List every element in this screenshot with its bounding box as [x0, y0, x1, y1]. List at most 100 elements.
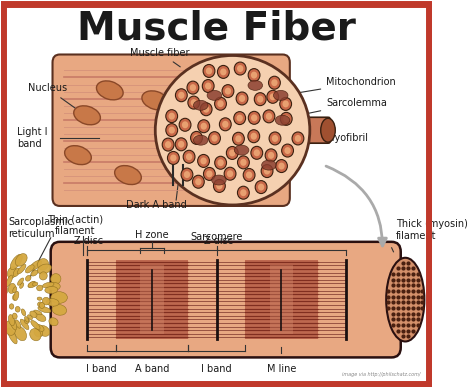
- Ellipse shape: [17, 264, 26, 274]
- Text: Thick (myosin)
filament: Thick (myosin) filament: [396, 219, 468, 241]
- Ellipse shape: [182, 121, 188, 128]
- Ellipse shape: [43, 282, 54, 288]
- Ellipse shape: [215, 97, 227, 110]
- Ellipse shape: [269, 132, 281, 145]
- Ellipse shape: [46, 299, 59, 306]
- Ellipse shape: [248, 69, 260, 81]
- Ellipse shape: [218, 66, 229, 78]
- Ellipse shape: [216, 182, 223, 189]
- Ellipse shape: [209, 132, 220, 145]
- Ellipse shape: [37, 302, 43, 307]
- Ellipse shape: [234, 145, 249, 155]
- Ellipse shape: [220, 68, 227, 75]
- Ellipse shape: [248, 80, 263, 90]
- Ellipse shape: [267, 90, 279, 103]
- Ellipse shape: [169, 113, 175, 120]
- Ellipse shape: [6, 275, 12, 287]
- Ellipse shape: [38, 307, 51, 313]
- Ellipse shape: [9, 304, 14, 309]
- Ellipse shape: [215, 156, 227, 169]
- Ellipse shape: [273, 90, 288, 100]
- Ellipse shape: [187, 81, 199, 94]
- Ellipse shape: [166, 110, 178, 123]
- Ellipse shape: [191, 99, 197, 106]
- Ellipse shape: [15, 254, 27, 266]
- Ellipse shape: [175, 89, 187, 102]
- Ellipse shape: [203, 64, 215, 78]
- Ellipse shape: [14, 326, 27, 341]
- Ellipse shape: [115, 166, 141, 185]
- Ellipse shape: [261, 165, 273, 178]
- Ellipse shape: [206, 170, 212, 177]
- Ellipse shape: [206, 68, 212, 74]
- Ellipse shape: [237, 114, 243, 121]
- Ellipse shape: [240, 189, 246, 196]
- Ellipse shape: [170, 154, 176, 161]
- Ellipse shape: [13, 268, 20, 277]
- Ellipse shape: [5, 321, 16, 335]
- Ellipse shape: [219, 118, 231, 131]
- Ellipse shape: [283, 100, 289, 107]
- Ellipse shape: [188, 96, 200, 109]
- Ellipse shape: [211, 175, 226, 185]
- Ellipse shape: [36, 285, 43, 291]
- Ellipse shape: [183, 150, 195, 163]
- Ellipse shape: [257, 96, 264, 103]
- Ellipse shape: [96, 81, 123, 100]
- Text: Sarcolemma: Sarcolemma: [287, 98, 387, 118]
- Ellipse shape: [186, 153, 192, 160]
- Ellipse shape: [280, 97, 292, 111]
- Text: A band: A band: [135, 364, 169, 374]
- Ellipse shape: [203, 106, 210, 113]
- Ellipse shape: [248, 130, 260, 143]
- Ellipse shape: [198, 154, 210, 167]
- Ellipse shape: [74, 106, 100, 125]
- Ellipse shape: [264, 168, 270, 175]
- FancyBboxPatch shape: [302, 117, 331, 143]
- Ellipse shape: [179, 118, 191, 131]
- Ellipse shape: [12, 313, 17, 319]
- Ellipse shape: [202, 80, 214, 92]
- Ellipse shape: [193, 134, 200, 141]
- Ellipse shape: [47, 282, 60, 291]
- Ellipse shape: [213, 179, 225, 192]
- Ellipse shape: [218, 159, 224, 166]
- Ellipse shape: [251, 146, 263, 159]
- FancyBboxPatch shape: [53, 54, 290, 206]
- Text: Sarcomere: Sarcomere: [191, 232, 243, 242]
- Ellipse shape: [39, 303, 45, 308]
- Ellipse shape: [28, 282, 36, 288]
- Ellipse shape: [292, 132, 304, 145]
- Ellipse shape: [234, 62, 246, 75]
- Ellipse shape: [20, 319, 29, 329]
- Bar: [116, 260, 188, 340]
- Ellipse shape: [51, 274, 61, 284]
- Ellipse shape: [18, 278, 24, 285]
- Text: I band: I band: [201, 364, 232, 374]
- Ellipse shape: [222, 121, 228, 128]
- Ellipse shape: [15, 307, 20, 312]
- Text: Z disc: Z disc: [204, 236, 233, 246]
- Ellipse shape: [271, 79, 278, 86]
- Ellipse shape: [239, 95, 245, 102]
- Ellipse shape: [52, 305, 66, 315]
- Ellipse shape: [207, 90, 222, 100]
- Ellipse shape: [270, 94, 276, 100]
- Text: H zone: H zone: [135, 230, 169, 240]
- FancyArrowPatch shape: [326, 166, 386, 246]
- Text: Nucleus: Nucleus: [28, 83, 83, 114]
- Ellipse shape: [235, 135, 242, 142]
- Ellipse shape: [162, 138, 174, 151]
- Ellipse shape: [30, 311, 37, 317]
- Text: Dark A band: Dark A band: [126, 200, 187, 210]
- Ellipse shape: [255, 180, 267, 194]
- Ellipse shape: [142, 91, 169, 110]
- Ellipse shape: [224, 167, 236, 180]
- Ellipse shape: [266, 113, 272, 120]
- Text: Light I
band: Light I band: [17, 127, 47, 149]
- Ellipse shape: [205, 83, 211, 90]
- Ellipse shape: [181, 168, 193, 181]
- Ellipse shape: [218, 100, 224, 107]
- Ellipse shape: [167, 151, 179, 165]
- Text: Z disc: Z disc: [74, 236, 103, 246]
